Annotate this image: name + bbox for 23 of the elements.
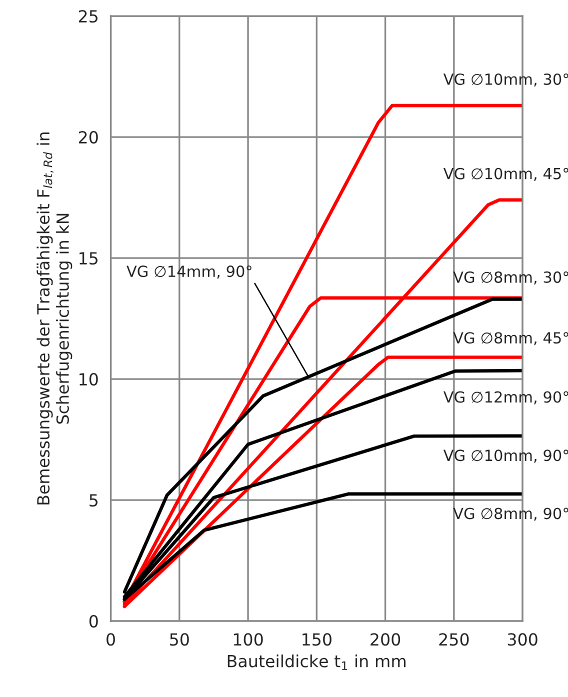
x-tick-label: 300: [508, 633, 538, 646]
y-tick-label: 25: [78, 10, 98, 23]
series-label: VG ∅10mm, 45°: [443, 168, 568, 181]
text: VG ∅14mm, 90°: [126, 266, 252, 279]
series-label: VG ∅8mm, 30°: [453, 271, 568, 285]
series-label: VG ∅8mm, 45°: [453, 332, 568, 346]
x-tick-label: 150: [302, 633, 332, 646]
series-label: VG ∅10mm, 90°: [443, 450, 568, 463]
y-tick-label: 20: [78, 130, 98, 144]
series-label: VG ∅12mm, 90°: [443, 391, 568, 404]
y-tick-label: 0: [89, 614, 98, 628]
x-tick-label: 250: [439, 633, 469, 646]
x-tick-label: 100: [234, 633, 263, 646]
y-tick-label: 10: [80, 372, 98, 386]
series-label: VG ∅10mm, 30°: [443, 73, 568, 87]
y-tick-label: 5: [90, 494, 98, 507]
x-tick-label: 0: [106, 633, 115, 646]
x-axis-title: Bauteildicke t$_{1}$ in mm: [228, 654, 406, 670]
text: Bemessungswerte der Tragfähigkeit F$_{lat,Rd}$ in Scherfugenrichtung in kN: [36, 132, 72, 504]
x-tick-label: 200: [370, 633, 400, 646]
y-tick-label: 15: [80, 252, 98, 265]
x-tick-label: 50: [170, 633, 189, 646]
series-label: VG ∅8mm, 90°: [453, 508, 568, 521]
